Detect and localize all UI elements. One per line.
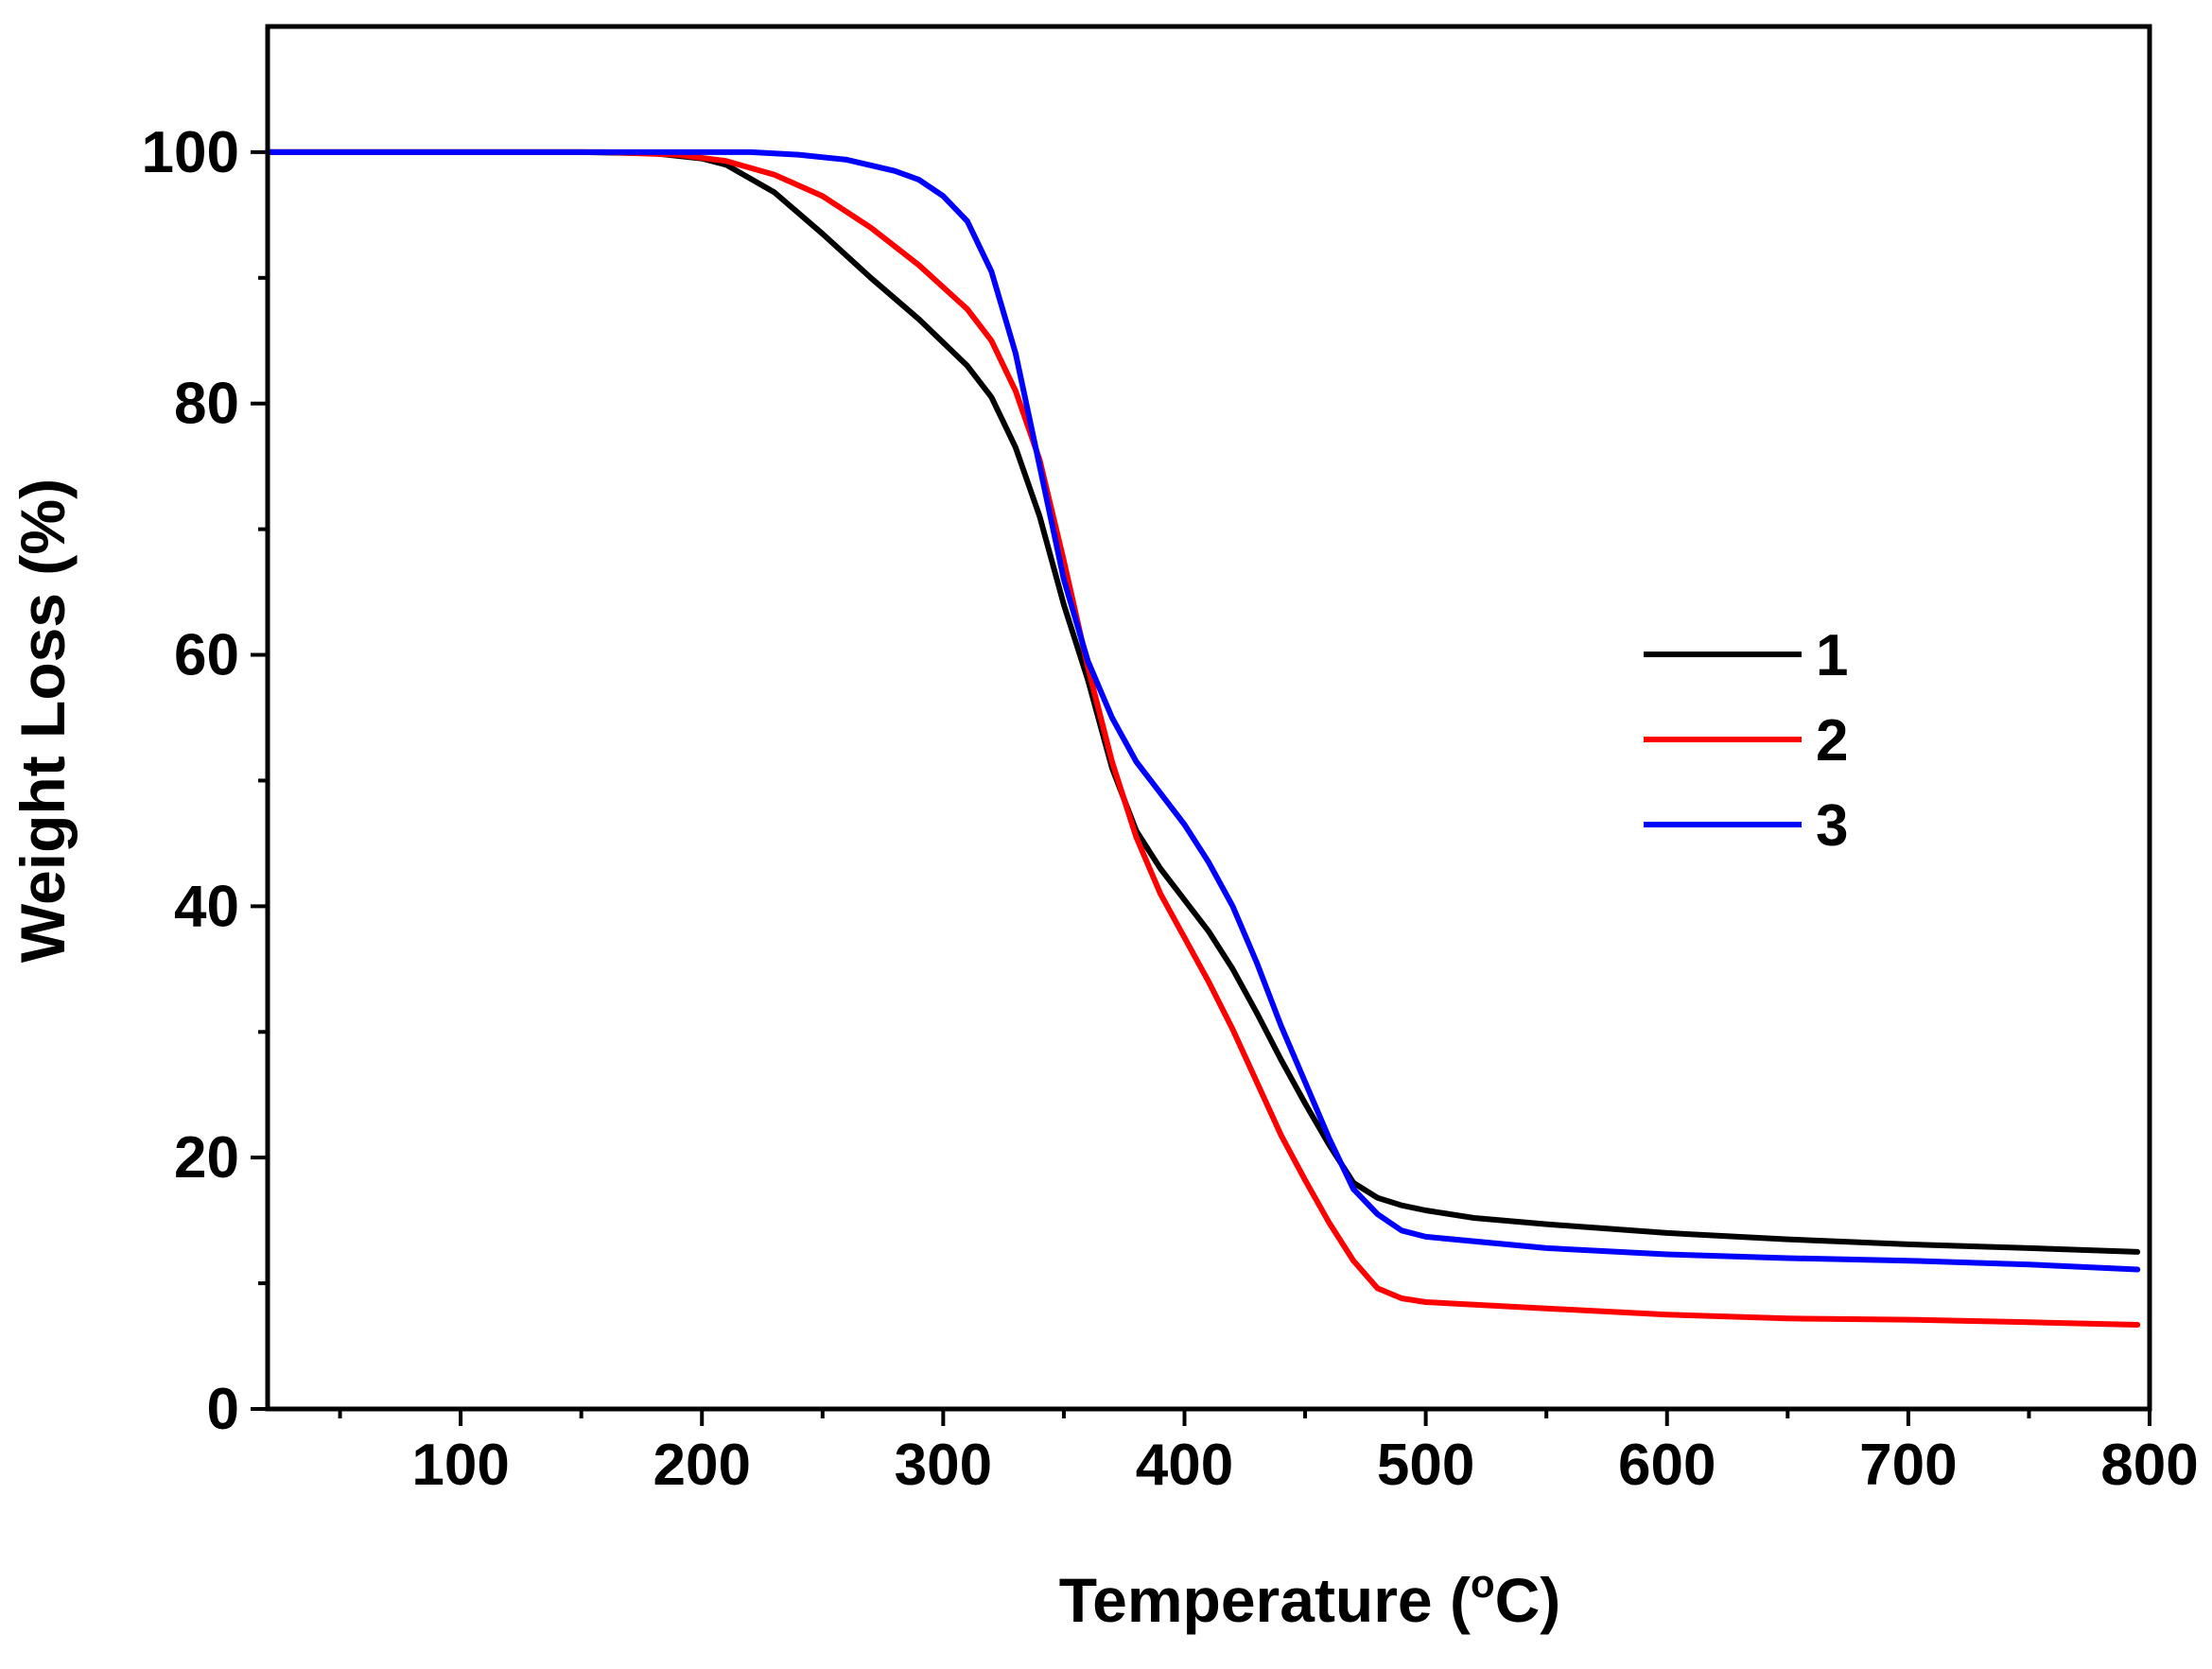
legend: 1 2 3 (1644, 623, 1848, 859)
plot-frame (265, 24, 2152, 1412)
y-tick-label: 0 (207, 1377, 239, 1442)
x-tick-label: 200 (653, 1433, 751, 1498)
series-layer (265, 148, 2141, 1328)
x-tick-label: 500 (1377, 1433, 1474, 1498)
legend-item-1: 1 (1644, 623, 1848, 688)
series-line-1 (265, 148, 2141, 1255)
y-tick-label: 20 (174, 1125, 239, 1191)
legend-item-2: 2 (1644, 708, 1848, 774)
x-tick-label: 600 (1618, 1433, 1716, 1498)
y-tick-label: 80 (174, 372, 239, 437)
x-tick-label: 300 (895, 1433, 992, 1498)
x-axis-title: Temperature (oC) (1059, 1561, 1561, 1635)
legend-item-3: 3 (1644, 793, 1848, 859)
x-tick-label: 400 (1136, 1433, 1233, 1498)
x-axis-title-main: Temperature ( (1059, 1565, 1471, 1635)
y-tick-label: 40 (174, 874, 239, 939)
legend-label-2: 2 (1816, 708, 1848, 774)
x-tick-label: 700 (1859, 1433, 1957, 1498)
legend-label-1: 1 (1816, 623, 1848, 688)
x-tick-label: 800 (2100, 1433, 2198, 1498)
series-line-3 (265, 148, 2141, 1273)
tick-layer (251, 149, 2151, 1426)
x-axis-title-tail: C) (1495, 1565, 1561, 1635)
legend-label-3: 3 (1816, 793, 1848, 859)
x-axis-title-superscript: o (1471, 1561, 1495, 1606)
series-line-2 (265, 148, 2141, 1328)
x-tick-label: 100 (411, 1433, 509, 1498)
tick-label-layer: 100 200 300 400 500 600 700 800 0 20 40 60 80 100 (142, 120, 2199, 1498)
y-axis-title: Weight Loss (%) (8, 478, 78, 963)
y-tick-label: 60 (174, 623, 239, 688)
y-tick-label: 100 (142, 120, 239, 185)
